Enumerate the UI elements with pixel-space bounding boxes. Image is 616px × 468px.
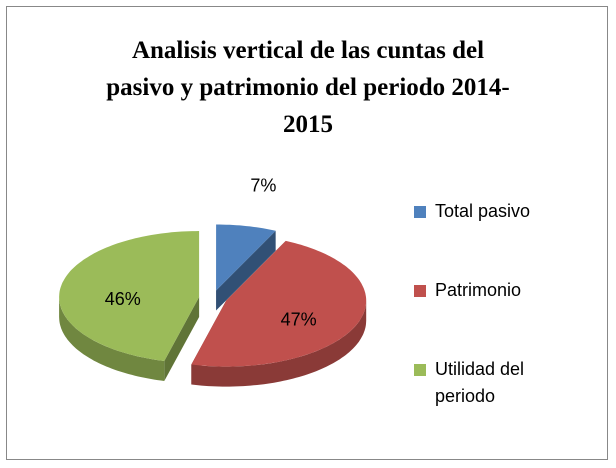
legend-label: Utilidad del periodo	[435, 359, 525, 406]
chart-title: Analisis vertical de las cuntas del pasi…	[106, 37, 510, 138]
slice-edge	[164, 297, 200, 381]
legend-swatch	[414, 206, 426, 218]
legend-item: Total pasivo	[414, 198, 545, 225]
legend-swatch	[414, 364, 426, 376]
slice-edge	[216, 230, 276, 311]
data-label: 46%	[105, 289, 141, 309]
legend-swatch	[414, 285, 426, 297]
legend-label: Total pasivo	[435, 201, 531, 221]
legend-label: Patrimonio	[435, 280, 522, 300]
chart-frame	[6, 6, 608, 460]
pie-slice	[59, 231, 200, 361]
legend-item: Utilidad del periodo	[414, 356, 545, 410]
pie-slice	[216, 224, 276, 291]
data-label: 7%	[250, 175, 276, 195]
slice-side	[59, 297, 165, 381]
slice-side	[191, 300, 367, 387]
pie-slice	[191, 240, 367, 367]
legend-item: Patrimonio	[414, 277, 545, 304]
data-label: 47%	[281, 310, 317, 330]
